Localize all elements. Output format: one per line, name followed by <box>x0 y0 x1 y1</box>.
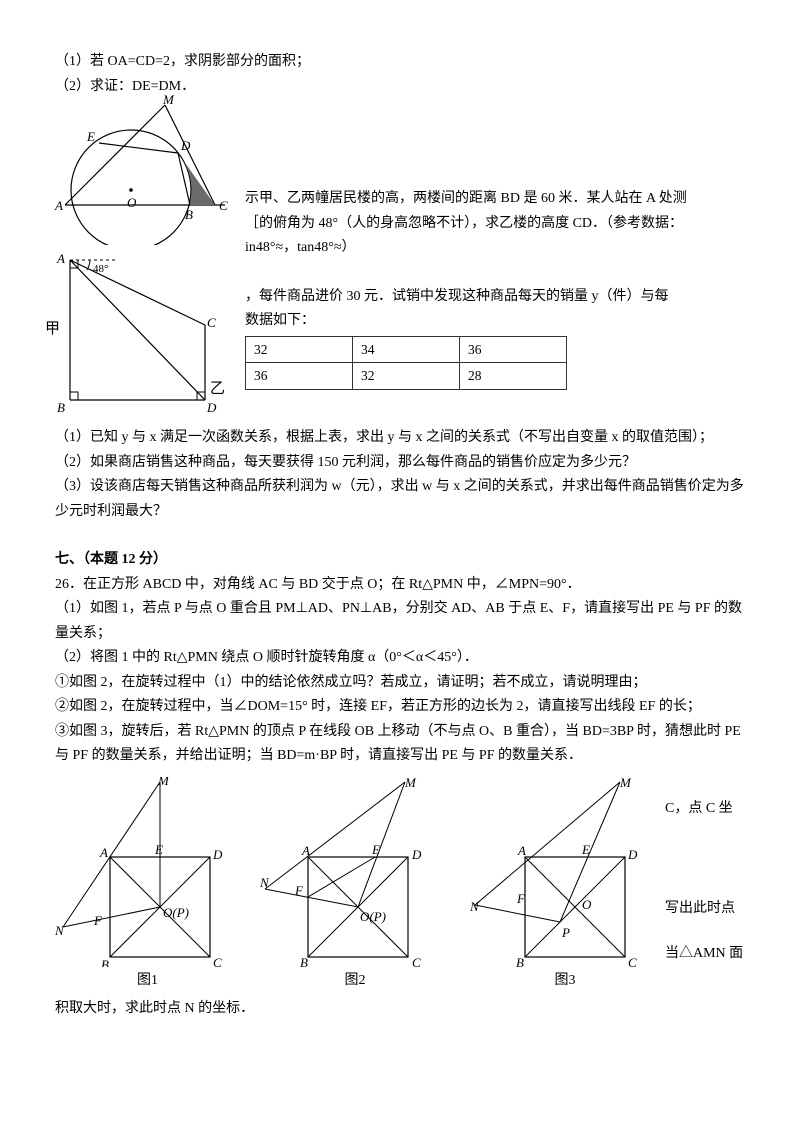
q24-l3: （3）设该商店每天销售这种商品所获利润为 w（元），求出 w 与 x 之间的关系… <box>55 475 745 524</box>
figure-1: M N A D B C E F O(P) <box>55 777 240 967</box>
figures-row: C，点 C 坐 写出此时点 当△AMN 面 M N A D B C E F O(… <box>55 777 745 994</box>
f1-m: M <box>157 777 170 788</box>
q24-p1: ，每件商品进价 30 元．试销中发现这种商品每天的销量 y（件）与每 <box>245 285 745 310</box>
f3-e: E <box>581 842 590 857</box>
section7-header: 七、（本题 12 分） <box>55 548 745 573</box>
lbl-yi: 乙 <box>210 381 225 397</box>
label-m: M <box>162 95 175 107</box>
caption-3: 图3 <box>470 969 660 994</box>
figure-3-wrap: M N A D B C E F O P 图3 <box>470 777 660 994</box>
f1-a: A <box>99 845 108 860</box>
q24-l2: （2）如果商店销售这种商品，每天要获得 150 元利润，那么每件商品的销售价应定… <box>55 451 745 476</box>
cell-r1c1: 32 <box>246 336 353 363</box>
lbl-d2: D <box>206 400 217 415</box>
q24-p2: 数据如下： <box>245 309 745 334</box>
caption-1: 图1 <box>55 969 240 994</box>
lbl-b2: B <box>57 400 65 415</box>
f3-c: C <box>628 955 637 967</box>
figure-buildings: A 48° B C D 甲 乙 <box>45 245 240 425</box>
q23-p3: in48°≈，tan48°≈） <box>245 236 745 261</box>
lbl-jia: 甲 <box>45 321 60 337</box>
f1-d: D <box>212 847 223 862</box>
q23-p2: ［的俯角为 48°（人的身高忽略不计），求乙楼的高度 CD．（参考数据： <box>245 212 745 237</box>
cell-r2c1: 36 <box>246 363 353 390</box>
figure-2-wrap: M N A D B C E F O(P) 图2 <box>260 777 450 994</box>
q23-p1: 示甲、乙两幢居民楼的高，两楼间的距离 BD 是 60 米．某人站在 A 处测 <box>245 187 745 212</box>
f2-d: D <box>411 847 422 862</box>
q22-line1: （1）若 OA=CD=2，求阴影部分的面积； <box>55 50 745 75</box>
cell-r1c2: 34 <box>353 336 460 363</box>
label-d: D <box>180 138 191 153</box>
data-table: 32 34 36 36 32 28 <box>245 336 567 390</box>
cell-r2c3: 28 <box>460 363 567 390</box>
side-text-1: C，点 C 坐 <box>665 797 733 822</box>
q26-l0: 26．在正方形 ABCD 中，对角线 AC 与 BD 交于点 O；在 Rt△PM… <box>55 573 745 598</box>
cell-r2c2: 32 <box>353 363 460 390</box>
lbl-a2: A <box>56 251 65 266</box>
f3-o: O <box>582 897 592 912</box>
f2-m: M <box>404 777 417 790</box>
f1-e: E <box>154 842 163 857</box>
f3-n: N <box>470 899 480 914</box>
cell-r1c3: 36 <box>460 336 567 363</box>
f2-op: O(P) <box>360 909 386 924</box>
f1-b: B <box>101 957 109 967</box>
f1-op: O(P) <box>163 905 189 920</box>
f3-f: F <box>516 891 526 906</box>
q26-l4: ②如图 2，在旋转过程中，当∠DOM=15° 时，连接 EF，若正方形的边长为 … <box>55 695 745 720</box>
q26-l5: ③如图 3，旋转后，若 Rt△PMN 的顶点 P 在线段 OB 上移动（不与点 … <box>55 720 745 769</box>
lbl-angle: 48° <box>93 263 108 275</box>
f2-e: E <box>371 842 380 857</box>
f3-a: A <box>517 843 526 858</box>
figure-circle: M E D A O B C <box>45 95 245 265</box>
tail-text: 积取大时，求此时点 N 的坐标． <box>55 997 745 1022</box>
lbl-c2: C <box>207 315 216 330</box>
label-e: E <box>86 129 95 144</box>
f2-c: C <box>412 955 421 967</box>
figure-3: M N A D B C E F O P <box>470 777 660 967</box>
f1-f: F <box>93 913 103 928</box>
figure-2: M N A D B C E F O(P) <box>260 777 450 967</box>
f2-b: B <box>300 955 308 967</box>
label-c: C <box>219 198 228 213</box>
f2-a: A <box>301 843 310 858</box>
side-text-3: 当△AMN 面 <box>665 942 743 967</box>
figure-block: M E D A O B C A 48° B C D 甲 乙 示甲、乙两幢居民楼的… <box>55 105 745 420</box>
q26-l1: （1）如图 1，若点 P 与点 O 重合且 PM⊥AD、PN⊥AB，分别交 AD… <box>55 597 745 646</box>
f3-d: D <box>627 847 638 862</box>
label-b: B <box>185 207 193 222</box>
f1-n: N <box>55 923 65 938</box>
f3-p: P <box>561 925 570 940</box>
f1-c: C <box>213 955 222 967</box>
side-text-2: 写出此时点 <box>665 897 735 922</box>
q26-l2: （2）将图 1 中的 Rt△PMN 绕点 O 顺时针旋转角度 α（0°＜α＜45… <box>55 646 745 671</box>
q24-l1: （1）已知 y 与 x 满足一次函数关系，根据上表，求出 y 与 x 之间的关系… <box>55 426 745 451</box>
f2-f: F <box>294 883 304 898</box>
label-o: O <box>127 195 137 210</box>
f2-n: N <box>260 875 270 890</box>
q26-l3: ①如图 2，在旋转过程中（1）中的结论依然成立吗？若成立，请证明；若不成立，请说… <box>55 671 745 696</box>
figure-1-wrap: M N A D B C E F O(P) 图1 <box>55 777 240 994</box>
f3-b: B <box>516 955 524 967</box>
label-a: A <box>54 198 63 213</box>
caption-2: 图2 <box>260 969 450 994</box>
f3-m: M <box>619 777 632 790</box>
